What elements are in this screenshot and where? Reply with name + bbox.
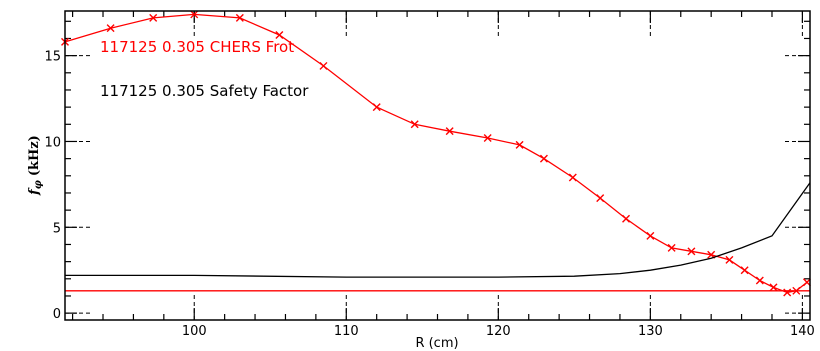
y-tick-label: 15 (44, 50, 61, 65)
legend-entry-0: 117125 0.305 CHERS Frot (100, 38, 294, 56)
series-line-1 (65, 182, 811, 278)
y-axis-title-unit: (kHz) (27, 135, 42, 176)
data-point (410, 120, 419, 129)
data-point-stroke (235, 13, 244, 22)
data-point (445, 127, 454, 136)
data-point-stroke (568, 173, 577, 182)
data-point (667, 243, 676, 252)
data-point-stroke (515, 140, 524, 149)
y-axis-title-sub: φ (33, 180, 44, 189)
data-point (235, 13, 244, 22)
data-point-stroke (372, 103, 381, 112)
y-tick-label: 0 (53, 307, 61, 322)
y-tick-label: 10 (44, 135, 61, 150)
data-point-stroke (622, 214, 631, 223)
data-point (483, 134, 492, 143)
axis-layer: 100 110 120 130 140 0 5 10 15 (44, 11, 815, 339)
data-point (568, 173, 577, 182)
data-point (755, 276, 764, 285)
data-point (372, 103, 381, 112)
data-point-stroke (725, 255, 734, 264)
data-point-stroke (596, 194, 605, 203)
data-point-stroke (740, 266, 749, 275)
x-axis-title: R (cm) (415, 336, 458, 351)
series-layer (61, 10, 811, 297)
data-point (106, 24, 115, 33)
grid-layer (65, 11, 810, 320)
data-point (515, 140, 524, 149)
data-point (687, 247, 696, 256)
data-point-stroke (646, 231, 655, 240)
data-point-stroke (410, 120, 419, 129)
data-point-stroke (687, 247, 696, 256)
data-point-stroke (106, 24, 115, 33)
legend-entry-1: 117125 0.305 Safety Factor (100, 82, 309, 100)
data-point (190, 10, 199, 19)
y-axis-title-main: f (27, 187, 42, 196)
data-point (740, 266, 749, 275)
data-point (725, 255, 734, 264)
data-point (539, 154, 548, 163)
data-point-stroke (483, 134, 492, 143)
y-tick-label: 5 (53, 221, 61, 236)
data-point-stroke (319, 61, 328, 70)
x-tick-label: 120 (486, 324, 511, 339)
data-point (149, 13, 158, 22)
data-point-stroke (667, 243, 676, 252)
data-point-stroke (275, 31, 284, 40)
data-point-stroke (445, 127, 454, 136)
x-tick-label: 130 (638, 324, 663, 339)
series-line-0 (64, 13, 808, 294)
x-tick-label: 140 (790, 324, 815, 339)
plot-frame (64, 10, 811, 321)
x-tick-label: 100 (182, 324, 207, 339)
data-point (275, 31, 284, 40)
data-point (646, 231, 655, 240)
data-point-stroke (539, 154, 548, 163)
data-point (319, 61, 328, 70)
data-point-stroke (755, 276, 764, 285)
data-point-stroke (707, 250, 716, 259)
data-point-stroke (149, 13, 158, 22)
y-axis-title: fφ (kHz) (27, 135, 44, 196)
data-point (769, 283, 778, 292)
data-point-stroke (190, 10, 199, 19)
data-point (622, 214, 631, 223)
x-tick-label: 110 (334, 324, 359, 339)
data-point (596, 194, 605, 203)
data-point-stroke (769, 283, 778, 292)
legend-layer: 117125 0.305 CHERS Frot 117125 0.305 Safe… (100, 38, 309, 100)
